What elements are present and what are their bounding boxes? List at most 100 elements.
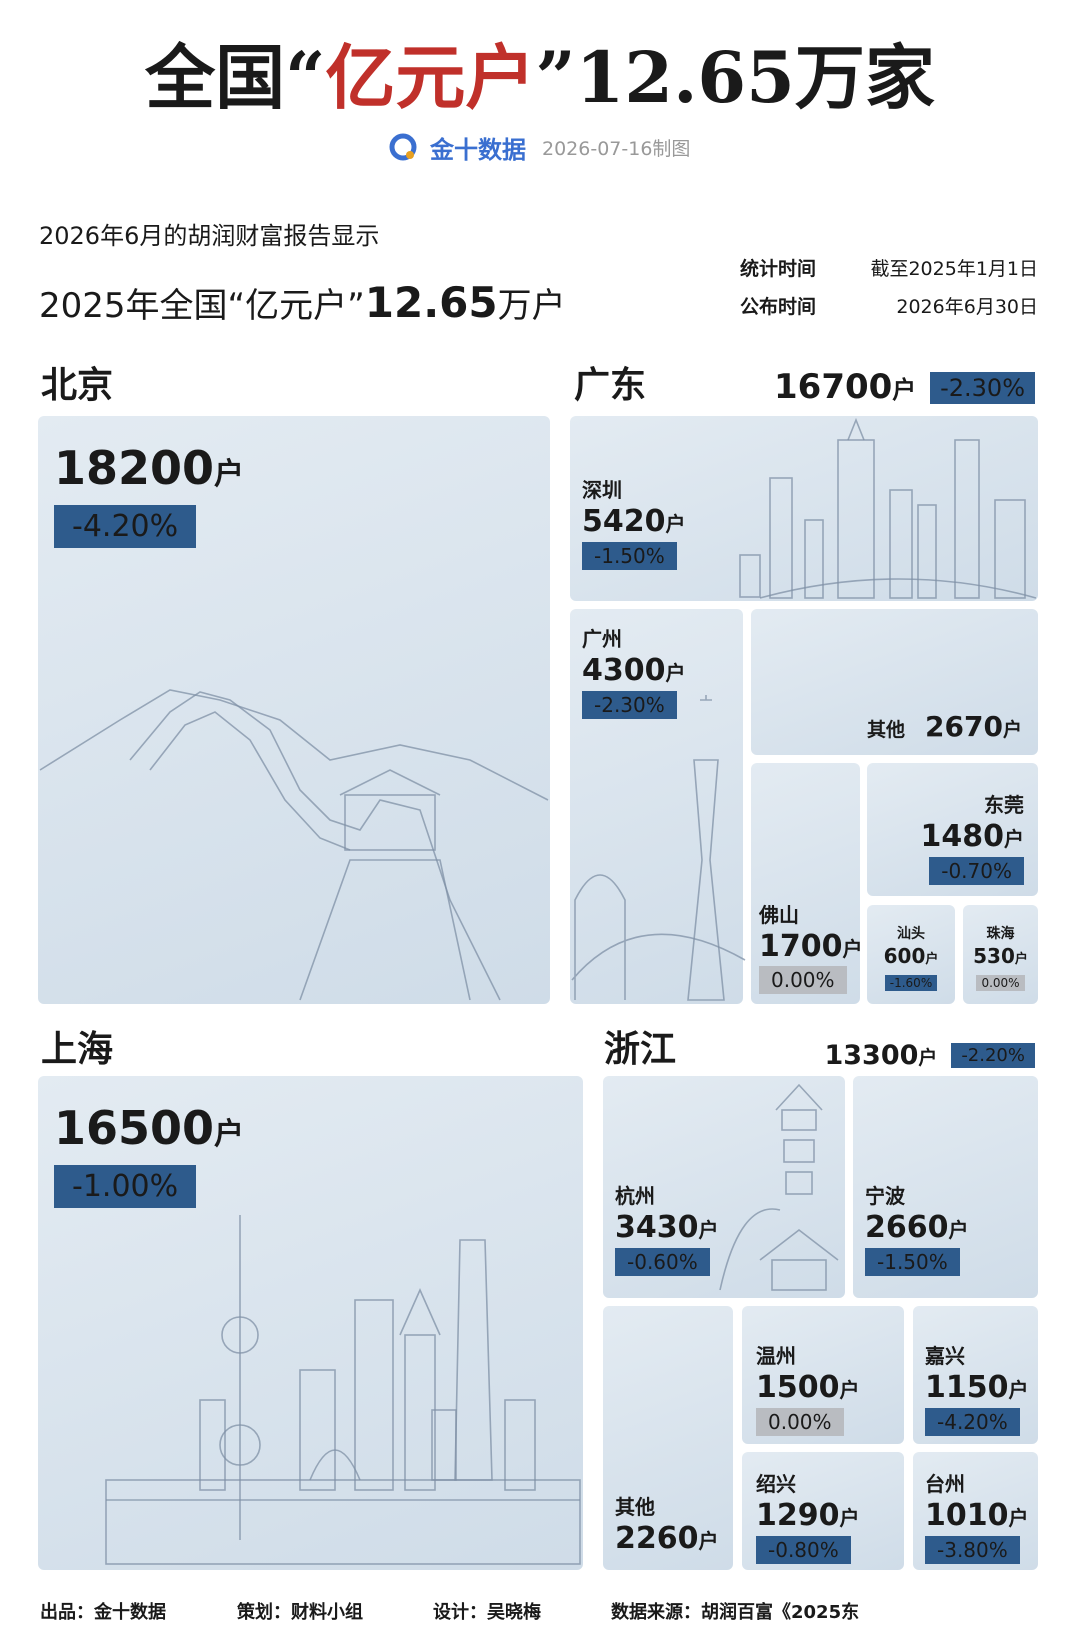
count: 2260 <box>615 1520 699 1556</box>
city-content: 汕头 600户 -1.60% <box>867 923 955 991</box>
count: 16500 <box>54 1101 215 1155</box>
city-content: 绍兴 1290户 -0.80% <box>756 1468 860 1564</box>
date: 2026-07-16制图 <box>542 138 691 160</box>
city-name: 嘉兴 <box>925 1344 965 1368</box>
change-badge: -2.30% <box>582 690 677 719</box>
unit: 户 <box>698 1218 719 1242</box>
badge-row: 0.00% <box>759 966 860 994</box>
count: 1290 <box>756 1498 840 1533</box>
unit: 户 <box>1002 718 1022 741</box>
unit: 户 <box>839 1378 860 1402</box>
unit: 户 <box>698 1528 719 1553</box>
city-card: 东莞 1480户 -0.70% <box>867 763 1038 896</box>
badge-row: -4.20% <box>54 504 244 548</box>
badge-row: -2.30% <box>582 690 686 719</box>
count-line: 3430户 <box>615 1210 719 1246</box>
city-name: 深圳 <box>582 478 622 502</box>
region-panel: 16500户 -1.00% <box>38 1076 583 1570</box>
city-name: 珠海 <box>986 926 1015 942</box>
city-card: 珠海 530户 0.00% <box>963 905 1038 1004</box>
intro-unit: 万户 <box>497 286 566 326</box>
title-text: 全国“ <box>145 36 326 119</box>
count: 1010 <box>925 1498 1009 1533</box>
brand-logo <box>389 133 417 160</box>
badge-row: -1.00% <box>54 1164 244 1208</box>
city-content: 温州 1500户 0.00% <box>756 1340 860 1436</box>
city-name: 广州 <box>582 627 622 651</box>
city-content: 宁波 2660户 -1.50% <box>865 1180 969 1276</box>
badge-row: -1.50% <box>865 1247 969 1276</box>
unit: 户 <box>1008 1506 1029 1530</box>
city-card: 温州 1500户 0.00% <box>742 1306 904 1444</box>
count-line: 1290户 <box>756 1498 860 1534</box>
count: 16700 <box>774 367 893 407</box>
change-badge: -3.80% <box>925 1535 1020 1564</box>
region-name: 北京 <box>41 365 114 406</box>
badge-row: -3.80% <box>925 1535 1029 1564</box>
change-badge: 0.00% <box>759 966 847 994</box>
unit: 户 <box>842 936 861 961</box>
city-card: 嘉兴 1150户 -4.20% <box>913 1306 1038 1444</box>
count-line: 5420户 <box>582 504 686 540</box>
city-name: 杭州 <box>615 1184 655 1208</box>
brand-row: 金十数据 2026-07-16制图 <box>388 130 690 165</box>
change-badge: -2.30% <box>930 371 1035 404</box>
region-head: 13300户 -2.20% <box>824 1040 1035 1071</box>
badge-row: 0.00% <box>963 972 1038 991</box>
count-line: 1700户 <box>759 928 861 965</box>
change-badge: -0.60% <box>615 1247 710 1276</box>
region-name: 上海 <box>41 1029 114 1070</box>
city-card: 宁波 2660户 -1.50% <box>853 1076 1038 1298</box>
count-line: 18200户 <box>54 442 244 495</box>
unit: 户 <box>892 376 917 404</box>
count: 600 <box>883 944 926 968</box>
region-head: 16700户 -2.30% <box>774 367 1035 407</box>
city-name: 汕头 <box>897 926 925 942</box>
city-card: 广州 4300户 -2.30% <box>570 609 743 1004</box>
city-content: 其他 2260户 <box>615 1491 719 1557</box>
meta-label: 统计时间 <box>740 258 817 280</box>
city-card: 佛山 1700户 0.00% <box>751 763 860 1004</box>
change-badge: -4.20% <box>54 504 197 548</box>
city-name: 宁波 <box>865 1184 905 1208</box>
unit: 户 <box>839 1506 860 1530</box>
count-line: 1500户 <box>756 1370 860 1406</box>
unit: 户 <box>665 512 686 536</box>
count: 13300 <box>824 1040 919 1071</box>
city-content: 台州 1010户 -3.80% <box>925 1468 1029 1564</box>
city-card: 绍兴 1290户 -0.80% <box>742 1452 904 1570</box>
badge-row: -1.50% <box>582 541 686 570</box>
brand: 金十数据 <box>430 136 526 164</box>
count-line: 600户 <box>867 945 955 968</box>
city-card: 台州 1010户 -3.80% <box>913 1452 1038 1570</box>
footer-text: 策划：财料小组 <box>237 1602 363 1623</box>
meta-value: 2026年6月30日 <box>896 296 1038 318</box>
region-content: 16500户 -1.00% <box>54 1102 244 1208</box>
count: 1150 <box>925 1370 1009 1405</box>
meta-label: 公布时间 <box>740 296 817 318</box>
unit: 户 <box>1014 952 1028 967</box>
count-line: 16500户 <box>54 1102 244 1155</box>
change-badge: 0.00% <box>976 975 1025 991</box>
unit: 户 <box>214 457 245 492</box>
count-line: 4300户 <box>582 653 686 689</box>
change-badge: -1.50% <box>865 1247 960 1276</box>
badge-row: -0.60% <box>615 1247 719 1276</box>
count-line: 16700户 <box>774 367 917 407</box>
count: 2670 <box>925 709 1003 743</box>
unit: 户 <box>1008 1378 1029 1402</box>
unit: 户 <box>948 1218 969 1242</box>
city-content: 嘉兴 1150户 -4.20% <box>925 1340 1029 1436</box>
count-line: 1480户 <box>921 819 1025 855</box>
unit: 户 <box>665 661 686 685</box>
count: 1700 <box>759 928 843 964</box>
change-badge: -0.80% <box>756 1535 851 1564</box>
unit: 户 <box>214 1117 245 1152</box>
count: 530 <box>973 944 1015 968</box>
badge-row: -4.20% <box>925 1407 1029 1436</box>
change-badge: -4.20% <box>925 1407 1020 1436</box>
unit: 户 <box>1004 827 1024 851</box>
city-name: 其他 <box>867 718 906 741</box>
city-card: 杭州 3430户 -0.60% <box>603 1076 845 1298</box>
